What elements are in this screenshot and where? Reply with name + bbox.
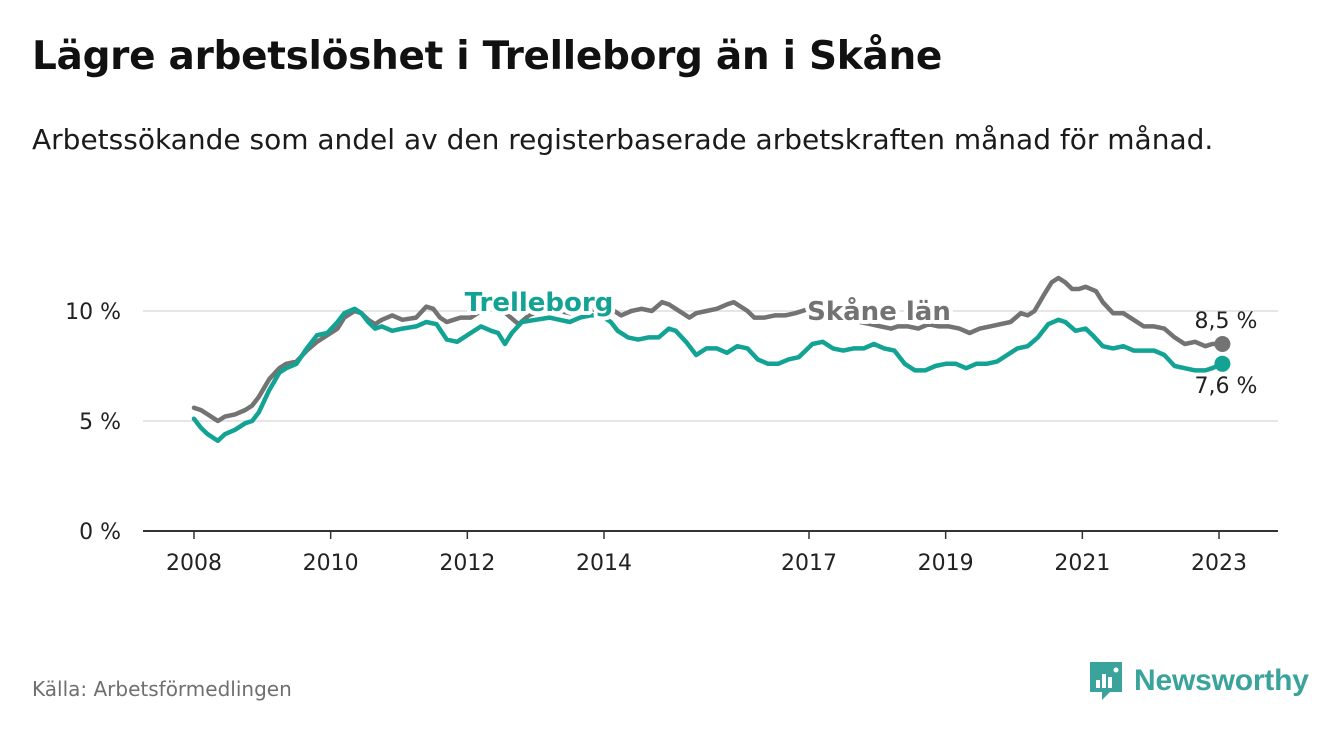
gridlines — [143, 310, 1278, 422]
y-tick-label: 10 % — [65, 300, 121, 325]
chart-bubble-icon — [1090, 662, 1122, 700]
series-line-trelleborg — [191, 306, 1225, 444]
series-label-skane: Skåne län — [807, 295, 951, 327]
end-point-trelleborg — [1214, 355, 1231, 372]
axes: 0 % 5 % 10 % 2008 2010 2012 2014 2017 2019 2021 20… — [65, 300, 1278, 576]
x-tick-label: 2008 — [166, 551, 222, 576]
x-tick-label: 2010 — [303, 551, 359, 576]
series-labels: Trelleborg Skåne län 8,5 % 7,6 % — [461, 284, 1258, 399]
line-chart: 0 % 5 % 10 % 2008 2010 2012 2014 2017 2019 2021 20… — [65, 275, 1278, 576]
series-label-trelleborg: Trelleborg — [465, 288, 614, 318]
x-tick-label: 2014 — [576, 551, 632, 576]
brand-logo[interactable]: Newsworthy — [1088, 660, 1309, 702]
chart-subtitle: Arbetssökande som andel av den registerb… — [32, 123, 1214, 156]
y-tick-label: 0 % — [79, 520, 121, 545]
x-tick-label: 2012 — [439, 551, 495, 576]
x-tick-label: 2023 — [1191, 551, 1247, 576]
brand-name: Newsworthy — [1134, 664, 1309, 697]
x-tick-label: 2021 — [1054, 551, 1110, 576]
end-value-label-trelleborg: 7,6 % — [1195, 374, 1258, 399]
x-tick-label: 2019 — [918, 551, 974, 576]
chart-title: Lägre arbetslöshet i Trelleborg än i Skå… — [32, 34, 943, 79]
series-lines — [191, 275, 1231, 444]
x-tick-label: 2017 — [781, 551, 837, 576]
source-note: Källa: Arbetsförmedlingen — [32, 677, 292, 701]
end-point-skane — [1214, 336, 1231, 352]
y-tick-label: 5 % — [79, 410, 121, 435]
end-value-label-skane: 8,5 % — [1195, 309, 1258, 334]
